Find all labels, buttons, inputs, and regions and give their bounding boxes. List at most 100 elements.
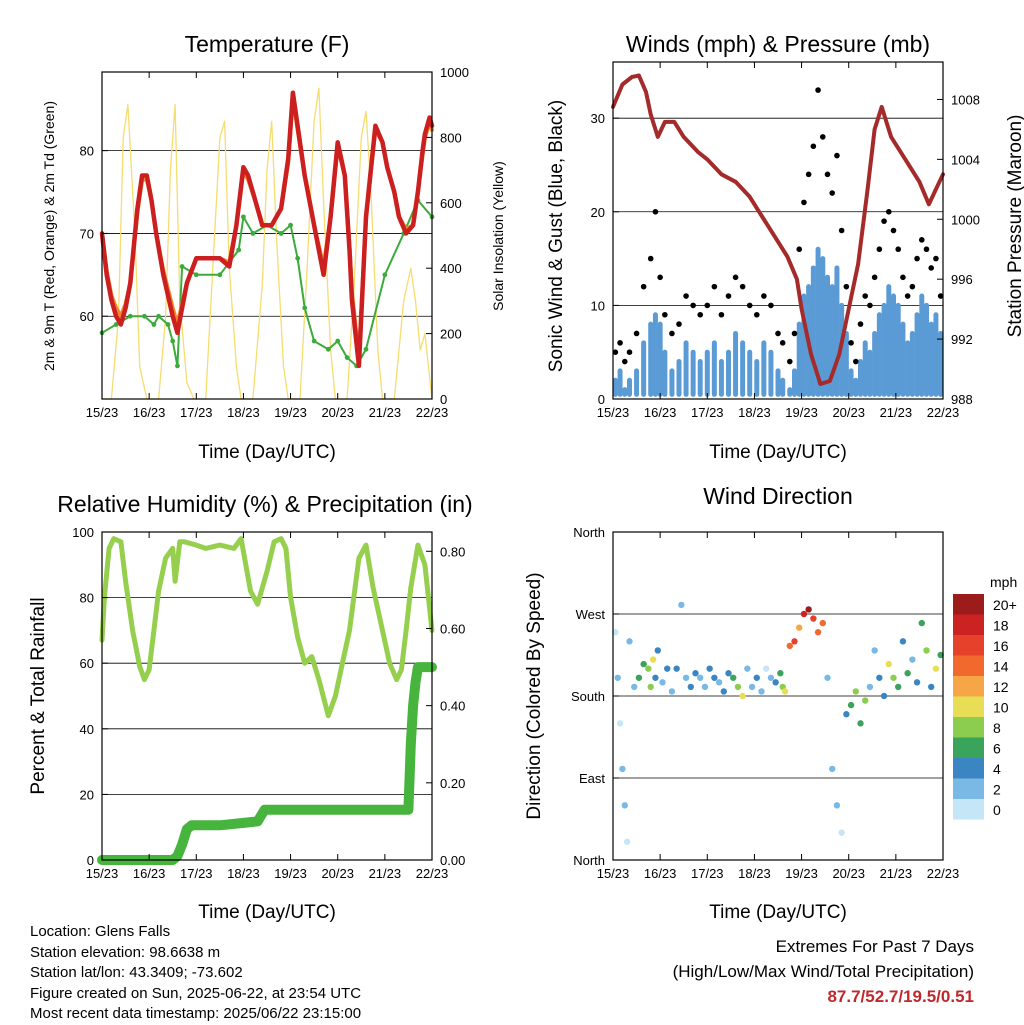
- humidity-ylabel: Percent & Total Rainfall: [28, 597, 49, 794]
- direction-point: [810, 615, 817, 622]
- x-tick-label: 17/23: [691, 866, 724, 881]
- direction-point: [626, 638, 633, 645]
- direction-point: [763, 665, 770, 672]
- gust-point: [718, 311, 725, 318]
- x-tick-label: 19/23: [274, 866, 307, 881]
- x-tick-label: 15/23: [597, 405, 630, 420]
- gust-point: [890, 227, 897, 234]
- y-right-tick-label: 1000: [440, 65, 469, 80]
- direction-point: [895, 683, 902, 691]
- direction-point: [612, 629, 619, 636]
- humidity-plot-area: [97, 536, 437, 865]
- x-tick-label: 19/23: [785, 866, 818, 881]
- legend-label: 4: [993, 761, 1001, 777]
- temperature-y-right-ticks: 0 200 400 600 800 1000: [426, 65, 469, 407]
- legend-swatch: [953, 717, 984, 738]
- legend-label: 2: [993, 782, 1001, 798]
- direction-point: [616, 720, 624, 727]
- gust-point: [704, 302, 711, 309]
- direction-point: [659, 679, 666, 686]
- winds-title: Winds (mph) & Pressure (mb): [626, 31, 930, 57]
- direction-point: [753, 674, 760, 681]
- y-right-tick-label: 0.80: [440, 544, 465, 559]
- direction-point: [687, 683, 694, 691]
- y-right-tick-label: 400: [440, 261, 462, 276]
- gust-point: [657, 274, 663, 281]
- direction-point: [932, 665, 940, 672]
- temperature-ylabel: 2m & 9m T (Red, Orange) & 2m Td (Green): [41, 101, 57, 371]
- y-right-tick-label: 800: [440, 130, 462, 145]
- gust-point: [791, 330, 798, 337]
- gust-point: [848, 340, 854, 346]
- gust-point: [819, 134, 826, 140]
- gust-point: [662, 311, 668, 318]
- direction-point: [645, 665, 652, 672]
- legend-swatch: [953, 758, 984, 779]
- x-tick-label: 15/23: [597, 866, 630, 881]
- gust-point: [739, 283, 746, 290]
- winds-plot-area: [611, 73, 945, 397]
- x-tick-label: 22/23: [927, 405, 960, 420]
- direction-point: [758, 688, 765, 695]
- x-tick-label: 18/23: [738, 405, 771, 420]
- direction-point: [692, 670, 699, 677]
- gust-point: [923, 246, 930, 253]
- temperature-y-ticks: 60 70 80: [80, 144, 108, 324]
- y-tick-label: South: [571, 689, 605, 704]
- gust-point: [852, 358, 859, 365]
- x-tick-label: 15/23: [86, 866, 119, 881]
- direction-point: [748, 683, 756, 691]
- direction-point: [744, 665, 751, 672]
- gust-point: [732, 274, 739, 281]
- direction-point: [652, 674, 659, 681]
- humidity-y-right-ticks: 0.00 0.20 0.40 0.60 0.80: [426, 544, 465, 868]
- rainfall-line: [97, 662, 437, 865]
- y-tick-label: 20: [591, 205, 605, 220]
- gust-point: [683, 293, 689, 299]
- gust-point: [647, 255, 654, 262]
- direction-ylabel: Direction (Colored By Speed): [524, 572, 545, 819]
- gust-point: [933, 255, 939, 262]
- gust-point: [824, 171, 831, 178]
- humidity-frame: [101, 531, 433, 861]
- direction-point: [706, 665, 713, 672]
- station-latlon: Station lat/lon: 43.3409; -73.602: [30, 964, 243, 981]
- gust-point: [867, 302, 873, 309]
- y-tick-label: 10: [591, 298, 605, 313]
- gust-point: [652, 208, 659, 215]
- direction-point: [819, 619, 826, 627]
- x-tick-label: 22/23: [927, 866, 960, 881]
- legend-swatch: [953, 635, 984, 656]
- winds-ylabel: Sonic Wind & Gust (Blue, Black): [546, 100, 567, 372]
- temperature-frame: [101, 71, 433, 400]
- y-tick-label: East: [579, 771, 605, 786]
- x-tick-label: 16/23: [133, 866, 166, 881]
- gust-point: [669, 330, 675, 337]
- direction-point: [654, 647, 661, 654]
- gust-point: [676, 321, 682, 327]
- temperature-plot-area: [99, 87, 435, 400]
- legend-swatch: [953, 676, 984, 697]
- gust-point: [753, 311, 760, 318]
- gust-point: [895, 246, 902, 253]
- direction-point: [715, 679, 723, 686]
- direction-point: [781, 688, 789, 695]
- direction-point: [923, 647, 930, 654]
- x-tick-label: 20/23: [321, 866, 354, 881]
- winds-frame: [612, 61, 944, 400]
- direction-point: [682, 674, 690, 681]
- humidity-title: Relative Humidity (%) & Precipitation (i…: [57, 491, 472, 517]
- x-tick-label: 15/23: [86, 405, 119, 420]
- winds-y-ticks: 0 10 20 30: [591, 111, 619, 407]
- legend-label: 6: [993, 741, 1001, 757]
- y-right-tick-label: 988: [951, 392, 973, 407]
- direction-point: [913, 679, 921, 686]
- y-tick-label: 80: [80, 144, 94, 159]
- direction-point: [777, 670, 784, 677]
- winds-ylabel-right: Station Pressure (Maroon): [1005, 115, 1024, 338]
- direction-point: [904, 670, 911, 677]
- gust-point: [900, 274, 906, 281]
- gust-point: [768, 302, 774, 309]
- x-tick-label: 22/23: [416, 866, 449, 881]
- direction-point: [876, 674, 883, 681]
